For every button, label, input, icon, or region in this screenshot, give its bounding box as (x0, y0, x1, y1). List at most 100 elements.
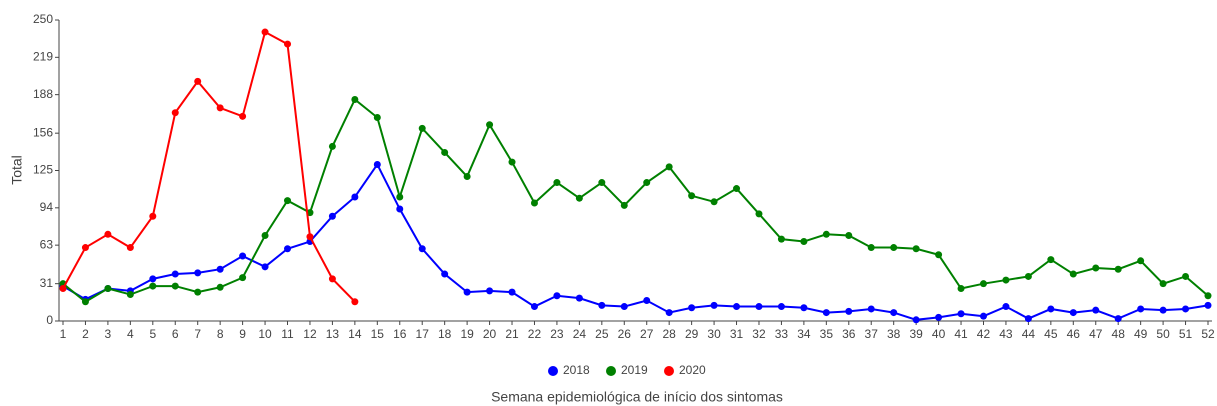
x-tick-label: 6 (172, 327, 179, 341)
data-point (306, 233, 314, 241)
x-tick-label: 11 (281, 327, 294, 341)
data-point (890, 244, 898, 252)
y-tick-label: 250 (33, 12, 53, 26)
x-tick-label: 31 (730, 327, 744, 341)
data-point (486, 287, 494, 295)
data-point (979, 280, 987, 288)
x-tick-label: 37 (865, 327, 879, 341)
data-point (149, 212, 157, 220)
data-point (598, 301, 606, 309)
legend-label: 2020 (679, 363, 706, 377)
data-point (1047, 305, 1055, 313)
y-tick-label: 94 (40, 200, 54, 214)
data-point (1024, 315, 1032, 323)
data-point (800, 304, 808, 312)
data-point (396, 205, 404, 213)
x-tick-label: 44 (1022, 327, 1036, 341)
data-point (1092, 306, 1100, 314)
data-point (328, 142, 336, 150)
data-point (1159, 280, 1167, 288)
data-point (1182, 272, 1190, 280)
data-point (688, 192, 696, 200)
x-tick-label: 40 (932, 327, 946, 341)
data-point (216, 104, 224, 112)
data-point (957, 284, 965, 292)
data-point (328, 275, 336, 283)
data-point (441, 148, 449, 156)
x-tick-label: 21 (505, 327, 519, 341)
data-point (1204, 292, 1212, 300)
y-tick-label: 219 (33, 49, 53, 63)
x-tick-label: 36 (842, 327, 856, 341)
x-tick-label: 25 (595, 327, 609, 341)
data-point (1114, 265, 1122, 273)
data-point (1002, 276, 1010, 284)
x-tick-label: 22 (528, 327, 542, 341)
x-tick-label: 41 (954, 327, 968, 341)
legend-marker (548, 366, 558, 376)
x-tick-label: 2 (82, 327, 89, 341)
x-tick-label: 9 (239, 327, 246, 341)
data-point (1159, 306, 1167, 314)
x-axis-label: Semana epidemiológica de início dos sint… (491, 389, 783, 405)
data-point (441, 270, 449, 278)
legend-marker (664, 366, 674, 376)
data-point (194, 77, 202, 85)
data-point (351, 298, 359, 306)
x-tick-label: 20 (483, 327, 497, 341)
data-point (1002, 303, 1010, 311)
data-point (733, 185, 741, 193)
x-tick-label: 13 (326, 327, 340, 341)
legend-marker (606, 366, 616, 376)
x-tick-label: 42 (977, 327, 991, 341)
x-tick-label: 49 (1134, 327, 1148, 341)
data-point (194, 288, 202, 296)
data-point (486, 121, 494, 129)
data-point (418, 245, 426, 253)
y-tick-label: 0 (46, 313, 53, 327)
data-point (1069, 270, 1077, 278)
data-point (1047, 256, 1055, 264)
x-tick-label: 34 (797, 327, 811, 341)
y-tick-label: 31 (40, 276, 54, 290)
data-point (710, 198, 718, 206)
y-tick-label: 156 (33, 125, 53, 139)
data-point (261, 263, 269, 271)
data-point (620, 201, 628, 209)
x-tick-label: 45 (1044, 327, 1058, 341)
data-point (1092, 264, 1100, 272)
x-tick-label: 29 (685, 327, 699, 341)
x-tick-label: 30 (707, 327, 721, 341)
data-point (171, 109, 179, 117)
data-point (239, 112, 247, 120)
data-point (1024, 272, 1032, 280)
data-point (845, 307, 853, 315)
data-point (81, 244, 89, 252)
data-point (171, 270, 179, 278)
x-tick-label: 28 (662, 327, 676, 341)
data-point (149, 282, 157, 290)
data-point (463, 288, 471, 296)
data-point (822, 309, 830, 317)
x-tick-label: 7 (194, 327, 201, 341)
data-point (261, 28, 269, 36)
series-line (62, 97, 1209, 303)
x-tick-label: 19 (460, 327, 474, 341)
data-point (665, 309, 673, 317)
x-tick-label: 15 (371, 327, 385, 341)
data-point (1137, 305, 1145, 313)
data-point (149, 275, 157, 283)
x-tick-label: 38 (887, 327, 901, 341)
data-point (935, 251, 943, 259)
x-tick-label: 24 (573, 327, 587, 341)
series-line (62, 30, 356, 303)
x-tick-label: 47 (1089, 327, 1103, 341)
data-point (643, 179, 651, 187)
data-point (126, 291, 134, 299)
data-point (351, 193, 359, 201)
data-point (598, 179, 606, 187)
data-point (396, 193, 404, 201)
data-point (508, 288, 516, 296)
x-tick-label: 52 (1201, 327, 1215, 341)
data-point (104, 230, 112, 238)
